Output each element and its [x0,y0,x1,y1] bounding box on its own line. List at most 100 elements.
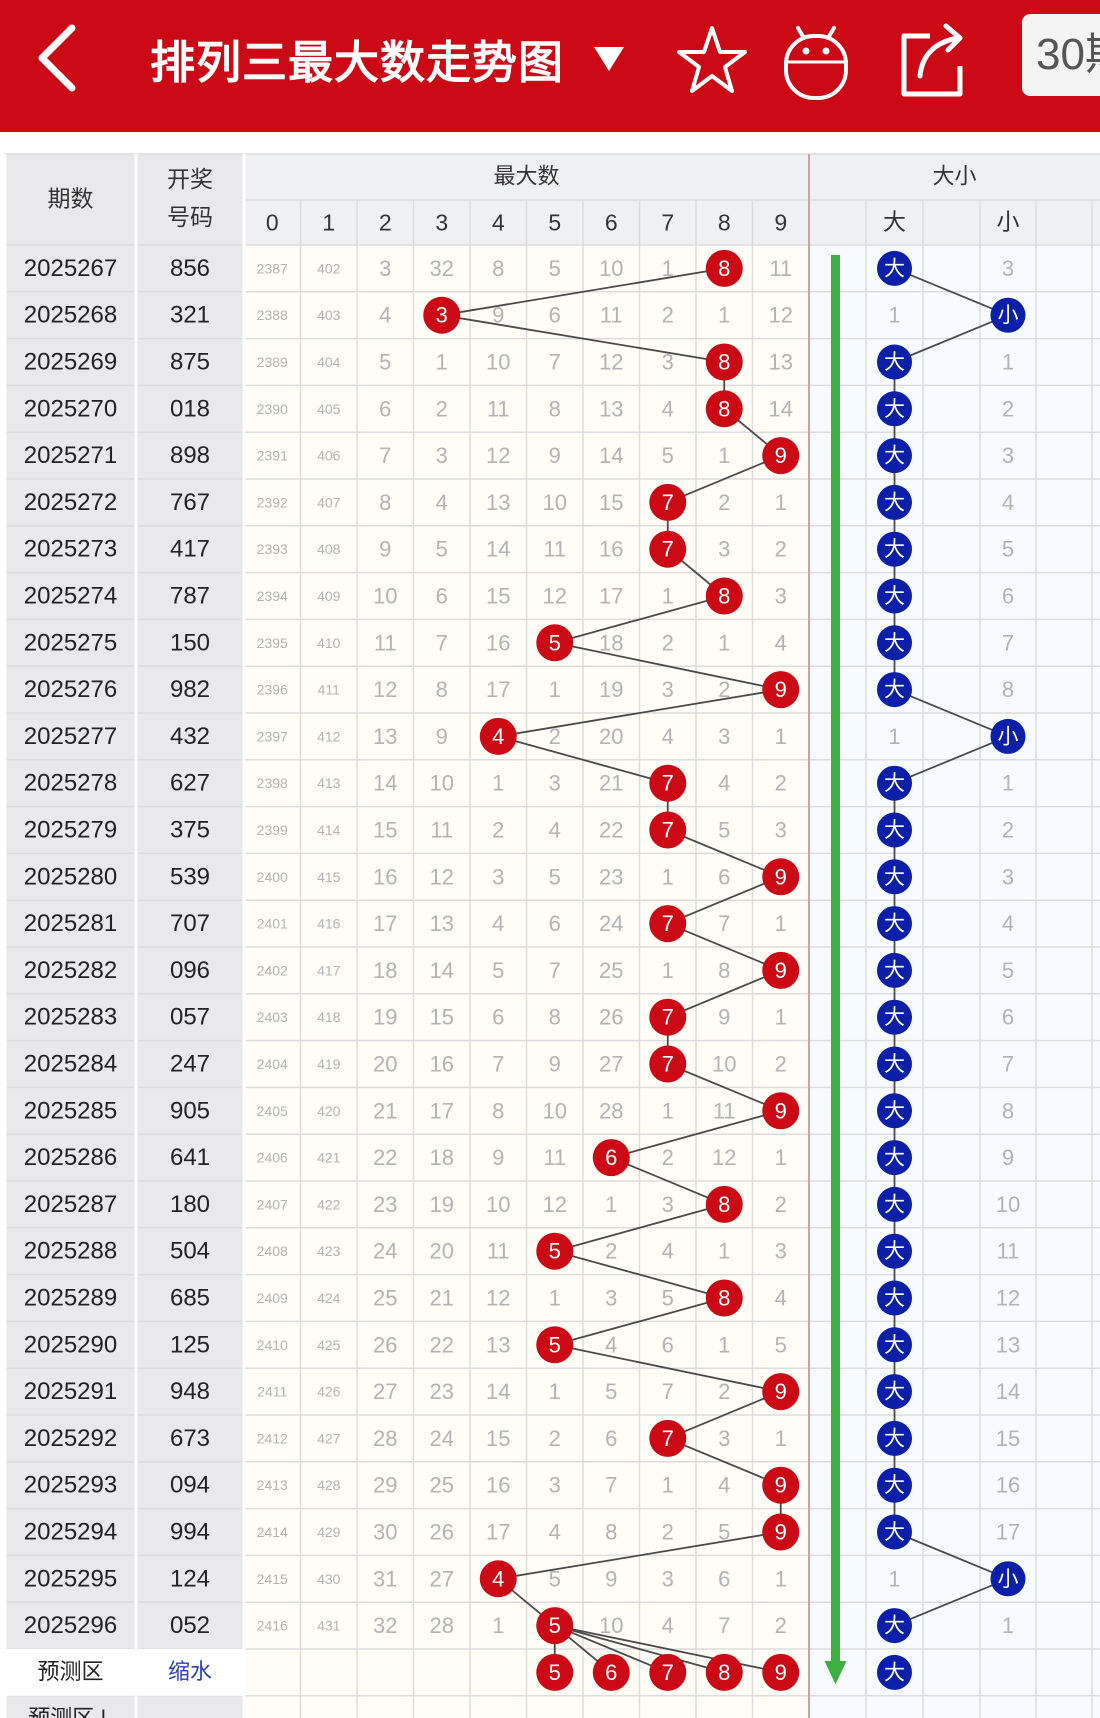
omission-count: 4 [662,724,674,749]
omission-count: 2 [775,1052,787,1077]
row-draw-number: 539 [170,863,210,890]
trend-table: 期数开奖号码最大数 大小0 1 2 3 4 5 6 7 8 9 大小2025267 856 2387 402… [0,132,1100,1718]
omission-count: 4 [775,630,787,655]
omission-count: 1 [662,1473,674,1498]
omission-count: 20 [430,1239,454,1264]
max-digit-label: 4 [492,724,504,749]
left-columns-bg [5,154,244,1718]
omission-count-small: 2399 [257,822,288,838]
row-period: 2025278 [24,770,117,797]
prediction-ball[interactable] [649,1653,687,1691]
max-digit-label: 9 [775,958,787,983]
omission-count: 5 [379,350,391,375]
max-digit-ball [649,530,687,568]
omission-count: 20 [373,1052,397,1077]
omission-count: 9 [718,1005,730,1030]
omission-count: 11 [374,630,397,655]
prediction-ball[interactable] [705,1653,743,1691]
size-omission-count: 3 [1002,256,1014,281]
omission-count: 15 [486,584,510,609]
size-omission-count: 14 [996,1379,1020,1404]
predict-row2-label[interactable]: 预测区↓ [28,1707,112,1718]
max-digit-ball [762,671,800,709]
trend-chart-area: 期数 开奖 号码 最大数 大小 0 1 2 3 4 5 6 7 8 9 大小 2025267 856 2387 402… [0,132,1100,1718]
row-draw-number: 767 [170,489,210,516]
size-ball [877,1467,912,1503]
prediction-size-label[interactable]: 大 [884,1660,905,1684]
row-draw-number: 096 [170,957,210,984]
triangle-down-icon[interactable] [592,44,626,74]
omission-count: 6 [718,864,730,889]
prediction-ball[interactable] [536,1653,574,1691]
size-omission-count: 1 [888,303,900,328]
omission-count: 11 [430,818,453,843]
omission-count: 4 [718,1473,730,1498]
omission-count-small: 409 [317,588,341,604]
header-digit: 9 [774,210,787,236]
page-title[interactable]: 排列三最大数走势图 [150,36,565,89]
omission-count: 7 [549,958,561,983]
prediction-ball-label[interactable]: 6 [605,1660,617,1685]
row-period: 2025272 [24,489,117,516]
omission-count-small: 412 [317,728,341,744]
omission-count-small: 413 [317,775,341,791]
omission-count: 9 [436,724,448,749]
omission-count: 18 [373,958,397,983]
max-digit-label: 5 [549,1613,561,1638]
row-period: 2025293 [24,1472,117,1499]
omission-count-small: 2406 [257,1150,288,1166]
omission-count: 14 [769,396,793,421]
omission-count: 3 [662,1192,674,1217]
omission-count: 1 [549,677,561,702]
row-draw-number: 125 [170,1331,210,1358]
omission-count-small: 2404 [257,1056,288,1072]
share-icon[interactable] [890,14,970,104]
prediction-size-ball[interactable] [877,1654,912,1690]
omission-count-small: 422 [317,1196,341,1212]
max-digit-ball [479,1560,517,1598]
prediction-ball-label[interactable]: 9 [775,1660,787,1685]
prediction-ball-label[interactable]: 7 [662,1660,674,1685]
omission-count: 12 [486,443,510,468]
omission-count-small: 427 [317,1430,341,1446]
row-period: 2025281 [24,910,117,937]
header-group-max: 最大数 [493,165,559,190]
max-trend-line [554,1343,781,1393]
prediction-line [554,1624,669,1674]
prediction-ball[interactable] [762,1653,800,1691]
omission-count-small: 417 [317,962,341,978]
omission-count: 16 [599,537,623,562]
omission-count: 2 [718,1379,730,1404]
max-digit-label: 5 [549,1332,561,1357]
shrink-link[interactable]: 缩水 [168,1660,212,1685]
period-selector[interactable]: 30期 [1022,14,1100,96]
prediction-ball-label[interactable]: 8 [718,1660,730,1685]
max-trend-line [498,735,668,785]
size-omission-count: 4 [1002,911,1014,936]
size-ball-label: 小 [998,724,1019,748]
prediction-ball-label[interactable]: 5 [549,1660,561,1685]
omission-count: 18 [599,630,623,655]
max-digit-label: 8 [718,1286,730,1311]
size-omission-count: 4 [1002,490,1014,515]
omission-count: 12 [373,677,397,702]
omission-count-small: 404 [317,354,341,370]
omission-count: 6 [662,1332,674,1357]
row-draw-number: 247 [170,1051,210,1078]
max-digit-label: 7 [662,1005,674,1030]
prediction-ball[interactable] [592,1653,630,1691]
row-period: 2025269 [24,349,117,376]
omission-count: 16 [486,1473,510,1498]
robot-icon[interactable] [776,14,856,104]
omission-count-small: 2405 [257,1103,288,1119]
size-ball-label: 大 [884,912,905,936]
omission-count: 7 [718,911,730,936]
chevron-left-icon[interactable] [30,18,90,98]
star-icon[interactable] [672,14,752,104]
row-draw-number: 417 [170,536,210,563]
row-period: 2025276 [24,676,117,703]
omission-count: 32 [430,256,454,281]
omission-count: 4 [549,818,561,843]
omission-count: 15 [430,1005,454,1030]
row-period: 2025286 [24,1144,117,1171]
